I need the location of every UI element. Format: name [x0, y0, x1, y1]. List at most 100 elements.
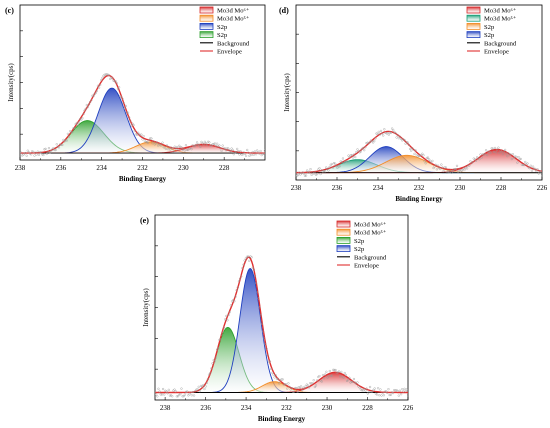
raw-data-point — [330, 162, 333, 166]
raw-data-point — [174, 147, 178, 150]
raw-data-point — [365, 387, 368, 390]
raw-data-point — [353, 153, 356, 156]
raw-data-point — [312, 172, 315, 175]
raw-data-point — [50, 149, 53, 152]
raw-data-point — [354, 155, 357, 159]
raw-data-point — [359, 150, 362, 153]
raw-data-point — [198, 390, 201, 393]
plot-area — [155, 255, 408, 398]
raw-data-point — [122, 101, 125, 105]
peak-fill-mo3d-mo5- — [155, 381, 408, 393]
raw-data-point — [94, 91, 97, 95]
legend-swatch — [336, 245, 351, 253]
raw-data-point — [312, 379, 315, 382]
raw-data-point — [156, 395, 159, 398]
raw-data-point — [220, 333, 223, 336]
raw-data-point — [162, 146, 165, 149]
raw-data-point — [230, 300, 234, 303]
raw-data-point — [247, 255, 250, 258]
raw-data-point — [243, 152, 247, 155]
raw-data-point — [412, 148, 415, 151]
legend-label: S2p — [354, 238, 365, 245]
legend-swatch — [466, 6, 481, 14]
raw-data-point — [525, 163, 528, 166]
raw-data-point — [291, 390, 295, 393]
raw-data-point — [234, 150, 238, 154]
raw-data-point — [518, 157, 521, 161]
raw-data-point — [234, 295, 237, 298]
raw-data-point — [207, 373, 211, 376]
raw-data-point — [172, 150, 175, 153]
raw-data-point — [140, 133, 143, 136]
raw-data-point — [320, 169, 323, 172]
raw-data-point — [505, 152, 508, 155]
raw-data-point — [445, 171, 449, 174]
plot-area — [296, 127, 542, 177]
x-tick-label: 238 — [15, 164, 26, 172]
raw-data-point — [380, 394, 383, 397]
raw-data-point — [311, 381, 314, 385]
raw-data-point — [87, 103, 91, 106]
raw-data-point — [193, 394, 196, 397]
raw-data-point — [109, 77, 112, 80]
legend-label: Mo3d Mo⁵⁺ — [354, 230, 387, 237]
raw-data-point — [406, 141, 409, 144]
raw-data-point — [65, 139, 68, 142]
raw-data-point — [411, 147, 414, 150]
raw-data-point — [160, 144, 163, 147]
x-tick-label: 226 — [403, 404, 414, 412]
raw-data-point — [113, 80, 116, 83]
raw-data-point — [526, 162, 529, 165]
raw-data-point — [57, 146, 61, 149]
raw-data-point — [517, 155, 520, 159]
raw-data-point — [403, 387, 406, 390]
raw-data-point — [352, 377, 356, 381]
raw-data-point — [434, 163, 437, 166]
raw-data-point — [360, 389, 364, 392]
raw-data-point — [180, 146, 183, 149]
raw-data-point — [534, 167, 537, 171]
x-tick-label: 230 — [178, 164, 189, 172]
raw-data-point — [280, 378, 283, 381]
raw-data-point — [421, 152, 424, 155]
raw-data-point — [442, 169, 445, 173]
peak-fill-s2p — [20, 120, 265, 154]
raw-data-point — [299, 173, 302, 176]
raw-data-point — [190, 148, 193, 151]
raw-data-point — [226, 147, 229, 150]
raw-data-point — [116, 87, 120, 90]
raw-data-point — [325, 370, 328, 373]
chart-panel-c: (c) Intensity(cps) 238 236 234 232 230 228 Bindi… — [5, 4, 266, 183]
raw-data-point — [521, 163, 525, 167]
legend-swatch — [466, 22, 481, 30]
raw-data-point — [460, 169, 463, 172]
raw-data-point — [63, 140, 66, 143]
raw-data-point — [168, 394, 172, 397]
raw-data-point — [155, 141, 159, 144]
raw-data-point — [500, 150, 503, 153]
raw-data-point — [540, 173, 542, 176]
raw-data-point — [47, 147, 51, 150]
raw-data-point — [366, 141, 369, 144]
raw-data-point — [204, 385, 207, 388]
raw-data-point — [258, 152, 261, 155]
raw-data-point — [25, 154, 28, 157]
raw-data-point — [296, 174, 299, 177]
raw-data-point — [274, 374, 277, 377]
raw-data-point — [373, 387, 376, 390]
peak-line — [155, 268, 408, 393]
raw-data-point — [176, 395, 180, 398]
raw-data-point — [248, 259, 251, 262]
raw-data-point — [197, 143, 200, 146]
raw-data-point — [250, 256, 253, 259]
raw-data-point — [188, 393, 191, 396]
raw-data-point — [51, 148, 54, 151]
raw-data-point — [290, 387, 293, 390]
raw-data-point — [509, 153, 512, 156]
raw-data-point — [133, 129, 136, 133]
x-tick-label: 232 — [414, 184, 425, 192]
raw-data-point — [507, 152, 510, 155]
raw-data-point — [189, 146, 192, 149]
raw-data-point — [128, 116, 131, 119]
raw-data-point — [76, 123, 80, 126]
